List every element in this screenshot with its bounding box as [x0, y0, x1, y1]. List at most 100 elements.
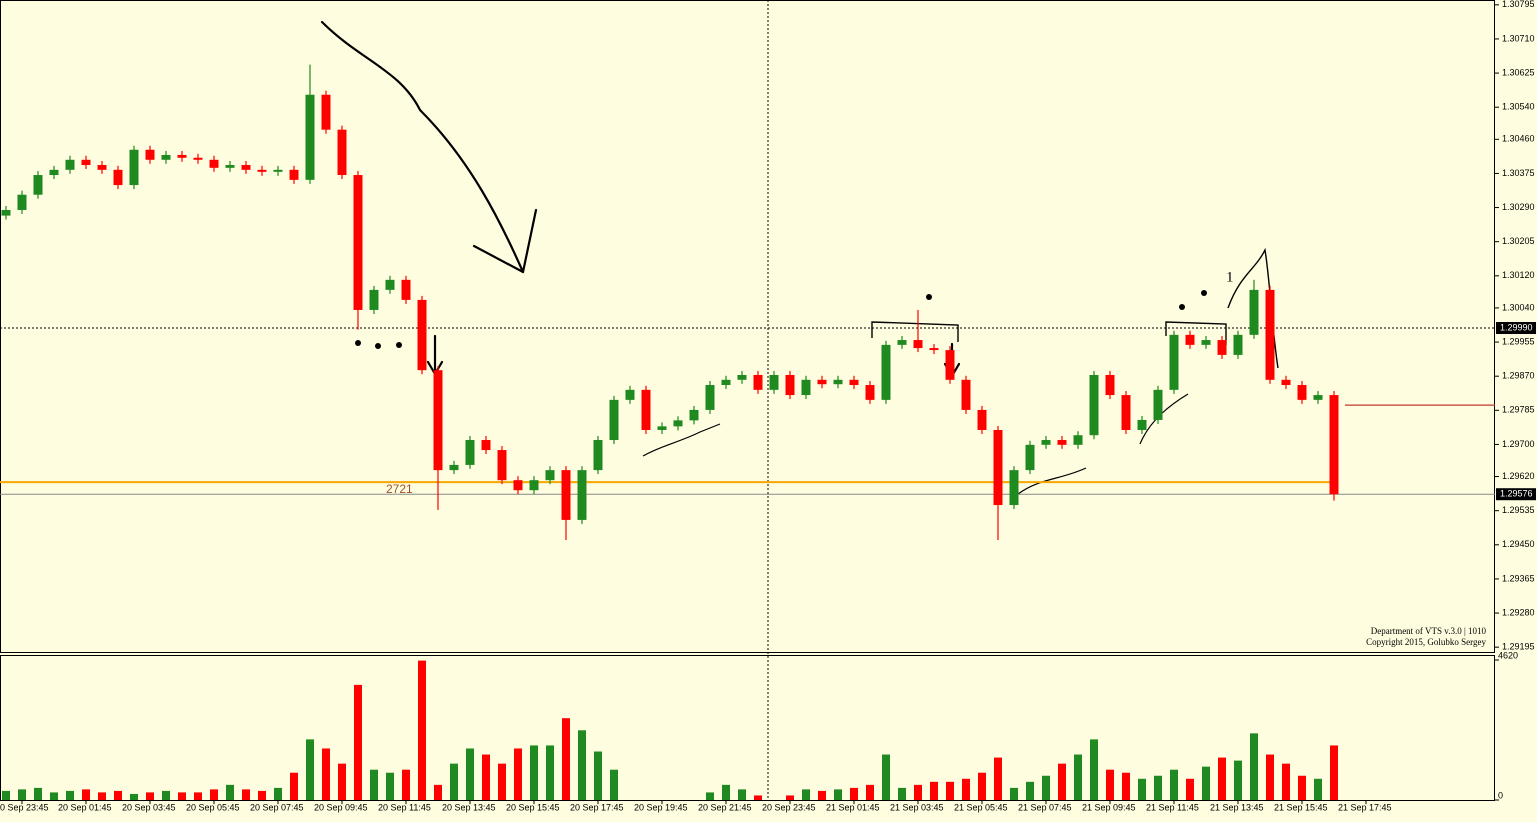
annotation: 2721 [386, 482, 413, 496]
volume-bar [386, 772, 394, 800]
candle-body [241, 165, 251, 170]
x-tick-label: 20 Sep 07:45 [250, 802, 304, 812]
drawn-arrow [426, 334, 444, 376]
volume-bar [898, 787, 906, 800]
candle-body [657, 426, 667, 430]
x-tick-label: 21 Sep 05:45 [954, 802, 1008, 812]
volume-bar [930, 781, 938, 800]
volume-bar [722, 784, 730, 800]
price-marker-box [1496, 322, 1536, 335]
candle-body [1025, 444, 1035, 471]
volume-bar [194, 792, 202, 800]
x-tick-label: 21 Sep 03:45 [890, 802, 944, 812]
candle-body [1, 209, 11, 216]
volume-bar [530, 745, 538, 800]
drawn-line [642, 423, 721, 457]
volume-bar [1282, 763, 1290, 800]
volume-bar [1042, 775, 1050, 800]
volume-bar [882, 754, 890, 800]
drawn-arrow [320, 20, 525, 274]
candle-body [513, 480, 523, 491]
candle-body [17, 194, 27, 210]
candle-body [481, 440, 491, 451]
candle-body [1265, 289, 1275, 380]
x-tick-label: 21 Sep 13:45 [1210, 802, 1264, 812]
candle-body [1281, 379, 1291, 386]
volume-bar [610, 769, 618, 800]
volume-bar [18, 789, 26, 800]
x-tick-label: 20 Sep 21:45 [698, 802, 752, 812]
volume-bar [1250, 733, 1258, 800]
volume-bar [786, 795, 794, 800]
volume-bar [946, 781, 954, 800]
candle-body [753, 374, 763, 390]
drawn-arrow-head [472, 208, 538, 274]
x-tick-label: 21 Sep 15:45 [1274, 802, 1328, 812]
candle-body [881, 344, 891, 400]
y-tick-label: 1.29700 [1502, 439, 1535, 449]
y-tick-label: 1.29535 [1502, 505, 1535, 515]
volume-bar [514, 748, 522, 800]
volume-bar [162, 790, 170, 800]
y-tick-label: 0 [1498, 790, 1503, 800]
candle-body [977, 409, 987, 430]
volume-bar [450, 763, 458, 800]
price-marker-label: 1.29576 [1500, 489, 1533, 499]
x-tick-label: 20 Sep 01:45 [58, 802, 112, 812]
candle-body [1185, 334, 1195, 345]
candle-body [913, 340, 923, 349]
candle-body [609, 399, 619, 441]
hand-drawings [320, 20, 1279, 495]
y-tick-label: 1.30290 [1502, 202, 1535, 212]
volume-bar [258, 790, 266, 800]
volume-bar [82, 789, 90, 800]
y-tick-label: 1.29870 [1502, 371, 1535, 381]
candle-body [833, 379, 843, 385]
volume-bar [1202, 766, 1210, 800]
volume-bar [274, 787, 282, 800]
y-tick-label: 1.29195 [1502, 642, 1535, 652]
candle-body [929, 348, 939, 351]
x-tick-label: 21 Sep 07:45 [1018, 802, 1072, 812]
candle-body [561, 470, 571, 520]
volume-bar [1266, 754, 1274, 800]
candle-body [417, 299, 427, 371]
candle-body [1169, 334, 1179, 390]
volume-bar [850, 787, 858, 800]
volume-bar [178, 792, 186, 800]
candle-body [1073, 435, 1083, 445]
y-tick-label: 1.29955 [1502, 336, 1535, 346]
y-tick-label: 1.30625 [1502, 67, 1535, 77]
volume-bar [1138, 778, 1146, 800]
volume-bar [802, 789, 810, 800]
watermark: Copyright 2015, Golubko Sergey [1366, 637, 1486, 647]
candle-body [1329, 395, 1339, 495]
volume-bar [546, 745, 554, 800]
x-tick-label: 20 Sep 23:45 [762, 802, 816, 812]
volume-bar [370, 769, 378, 800]
volume-bar [210, 789, 218, 800]
volume-bar [1314, 778, 1322, 800]
candle-body [385, 279, 395, 290]
volume-bar [562, 718, 570, 800]
candle-body [1009, 470, 1019, 506]
candle-body [577, 470, 587, 520]
candle-body [961, 379, 971, 410]
drawn-bracket [871, 321, 959, 342]
candle-body [209, 159, 219, 168]
y-tick-label: 4620 [1498, 650, 1518, 660]
candle-body [673, 420, 683, 427]
volume-bar [226, 784, 234, 800]
volume-bar [866, 784, 874, 800]
candle-body [897, 340, 907, 345]
volume-bar [338, 763, 346, 800]
candle-body [865, 385, 875, 400]
volume-bar [1074, 754, 1082, 800]
candle-body [593, 440, 603, 471]
drawn-bracket [1165, 321, 1227, 345]
candle-body [641, 389, 651, 430]
candle-body [497, 450, 507, 481]
x-tick-label: 21 Sep 17:45 [1338, 802, 1392, 812]
candle-body [769, 374, 779, 390]
volume-bar [834, 789, 842, 800]
